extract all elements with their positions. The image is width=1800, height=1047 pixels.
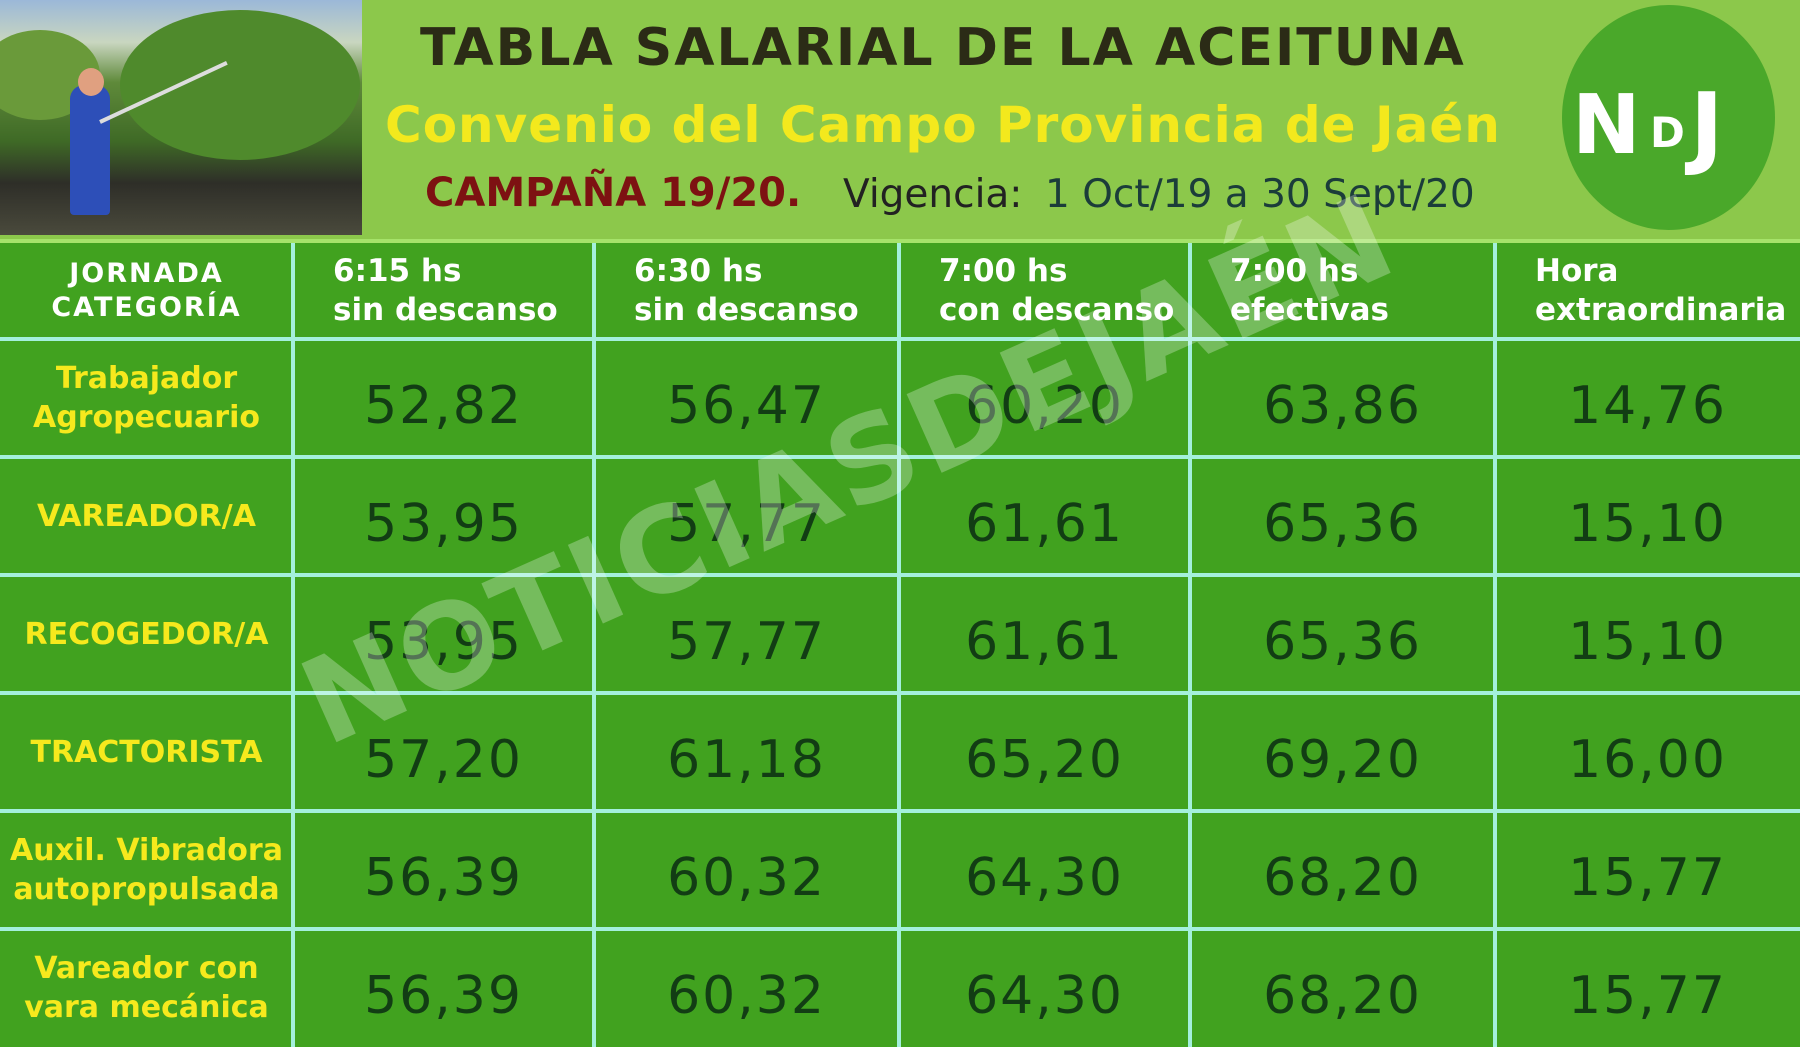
value-cell: 63,86 [1263, 376, 1422, 436]
validity-dates: 1 Oct/19 a 30 Sept/20 [1045, 172, 1475, 217]
photo [0, 0, 362, 235]
logo [1562, 5, 1775, 230]
worker [70, 85, 110, 215]
value-cell: 60,32 [667, 966, 826, 1026]
value-cell: 15,77 [1568, 848, 1727, 908]
value-cell: 16,00 [1568, 730, 1727, 790]
worker-head [78, 68, 104, 96]
header-line: sin descanso [634, 292, 859, 328]
category-line: Auxil. Vibradora [10, 833, 283, 868]
category-line: autopropulsada [13, 872, 280, 907]
category-cell: TRACTORISTA [0, 693, 293, 811]
header-line: extraordinaria [1535, 292, 1787, 328]
grid-line [592, 243, 596, 1047]
header-line: 6:15 hs [333, 253, 462, 290]
grid-line [1188, 243, 1192, 1047]
logo-letter: N [1572, 78, 1641, 173]
header-line: sin descanso [333, 292, 558, 328]
validity-label: Vigencia: [843, 172, 1023, 217]
value-cell: 61,61 [965, 612, 1124, 672]
campaign: CAMPAÑA 19/20. [425, 170, 802, 216]
grid-line [291, 243, 295, 1047]
header-line: 6:30 hs [634, 253, 763, 290]
value-cell: 15,10 [1568, 612, 1727, 672]
grid-line [0, 809, 1800, 813]
value-cell: 57,77 [667, 612, 826, 672]
category-line: Agropecuario [33, 400, 260, 435]
header-line: 7:00 hs [939, 253, 1068, 290]
value-cell: 65,36 [1263, 494, 1422, 554]
grid-line [1493, 243, 1497, 1047]
category-line: Trabajador [55, 361, 238, 396]
category-cell: Auxil. Vibradora autopropulsada [0, 811, 293, 929]
value-cell: 15,77 [1568, 966, 1727, 1026]
value-cell: 14,76 [1568, 376, 1727, 436]
grid-line [0, 573, 1800, 577]
value-cell: 65,36 [1263, 612, 1422, 672]
title: TABLA SALARIAL DE LA ACEITUNA [420, 18, 1466, 78]
column-header: 6:30 hs sin descanso [594, 243, 899, 339]
column-header: Hora extraordinaria [1495, 243, 1800, 339]
grid-line [0, 691, 1800, 695]
value-cell: 61,61 [965, 494, 1124, 554]
logo-letter: J [1690, 74, 1724, 179]
value-cell: 69,20 [1263, 730, 1422, 790]
value-cell: 15,10 [1568, 494, 1727, 554]
value-cell: 56,39 [364, 848, 523, 908]
value-cell: 64,30 [965, 966, 1124, 1026]
grid-line [0, 337, 1800, 341]
value-cell: 68,20 [1263, 966, 1422, 1026]
category-line: RECOGEDOR/A [24, 616, 269, 652]
category-line: VAREADOR/A [37, 498, 256, 534]
category-line: vara mecánica [24, 990, 269, 1025]
header-line: efectivas [1230, 292, 1389, 328]
value-cell: 53,95 [364, 494, 523, 554]
column-header: 6:15 hs sin descanso [293, 243, 594, 339]
category-cell: RECOGEDOR/A [0, 575, 293, 693]
subtitle: Convenio del Campo Provincia de Jaén [385, 96, 1501, 154]
header-line: CATEGORÍA [51, 292, 242, 323]
logo-letter: D [1650, 108, 1685, 157]
category-line: TRACTORISTA [30, 734, 263, 770]
category-line: Vareador con [34, 951, 259, 986]
value-cell: 61,18 [667, 730, 826, 790]
header-line: JORNADA [69, 258, 224, 290]
column-header: 7:00 hs con descanso [899, 243, 1190, 339]
header-line: 7:00 hs [1230, 253, 1359, 290]
header-line: Hora [1535, 253, 1619, 290]
value-cell: 53,95 [364, 612, 523, 672]
grid-line [897, 243, 901, 1047]
value-cell: 56,39 [364, 966, 523, 1026]
category-cell: Vareador con vara mecánica [0, 929, 293, 1047]
value-cell: 64,30 [965, 848, 1124, 908]
value-cell: 56,47 [667, 376, 826, 436]
category-cell: VAREADOR/A [0, 457, 293, 575]
value-cell: 52,82 [364, 376, 523, 436]
value-cell: 60,20 [965, 376, 1124, 436]
category-cell: Trabajador Agropecuario [0, 339, 293, 457]
value-cell: 60,32 [667, 848, 826, 908]
value-cell: 68,20 [1263, 848, 1422, 908]
column-header: 7:00 hs efectivas [1190, 243, 1495, 339]
grid-line [0, 455, 1800, 459]
grid-line [0, 927, 1800, 931]
header-line: con descanso [939, 292, 1175, 328]
value-cell: 57,20 [364, 730, 523, 790]
tree [120, 10, 360, 160]
column-header: JORNADA CATEGORÍA [0, 243, 293, 339]
value-cell: 65,20 [965, 730, 1124, 790]
value-cell: 57,77 [667, 494, 826, 554]
table: JORNADA CATEGORÍA 6:15 hs sin descanso 6:30 … [0, 239, 1800, 1047]
